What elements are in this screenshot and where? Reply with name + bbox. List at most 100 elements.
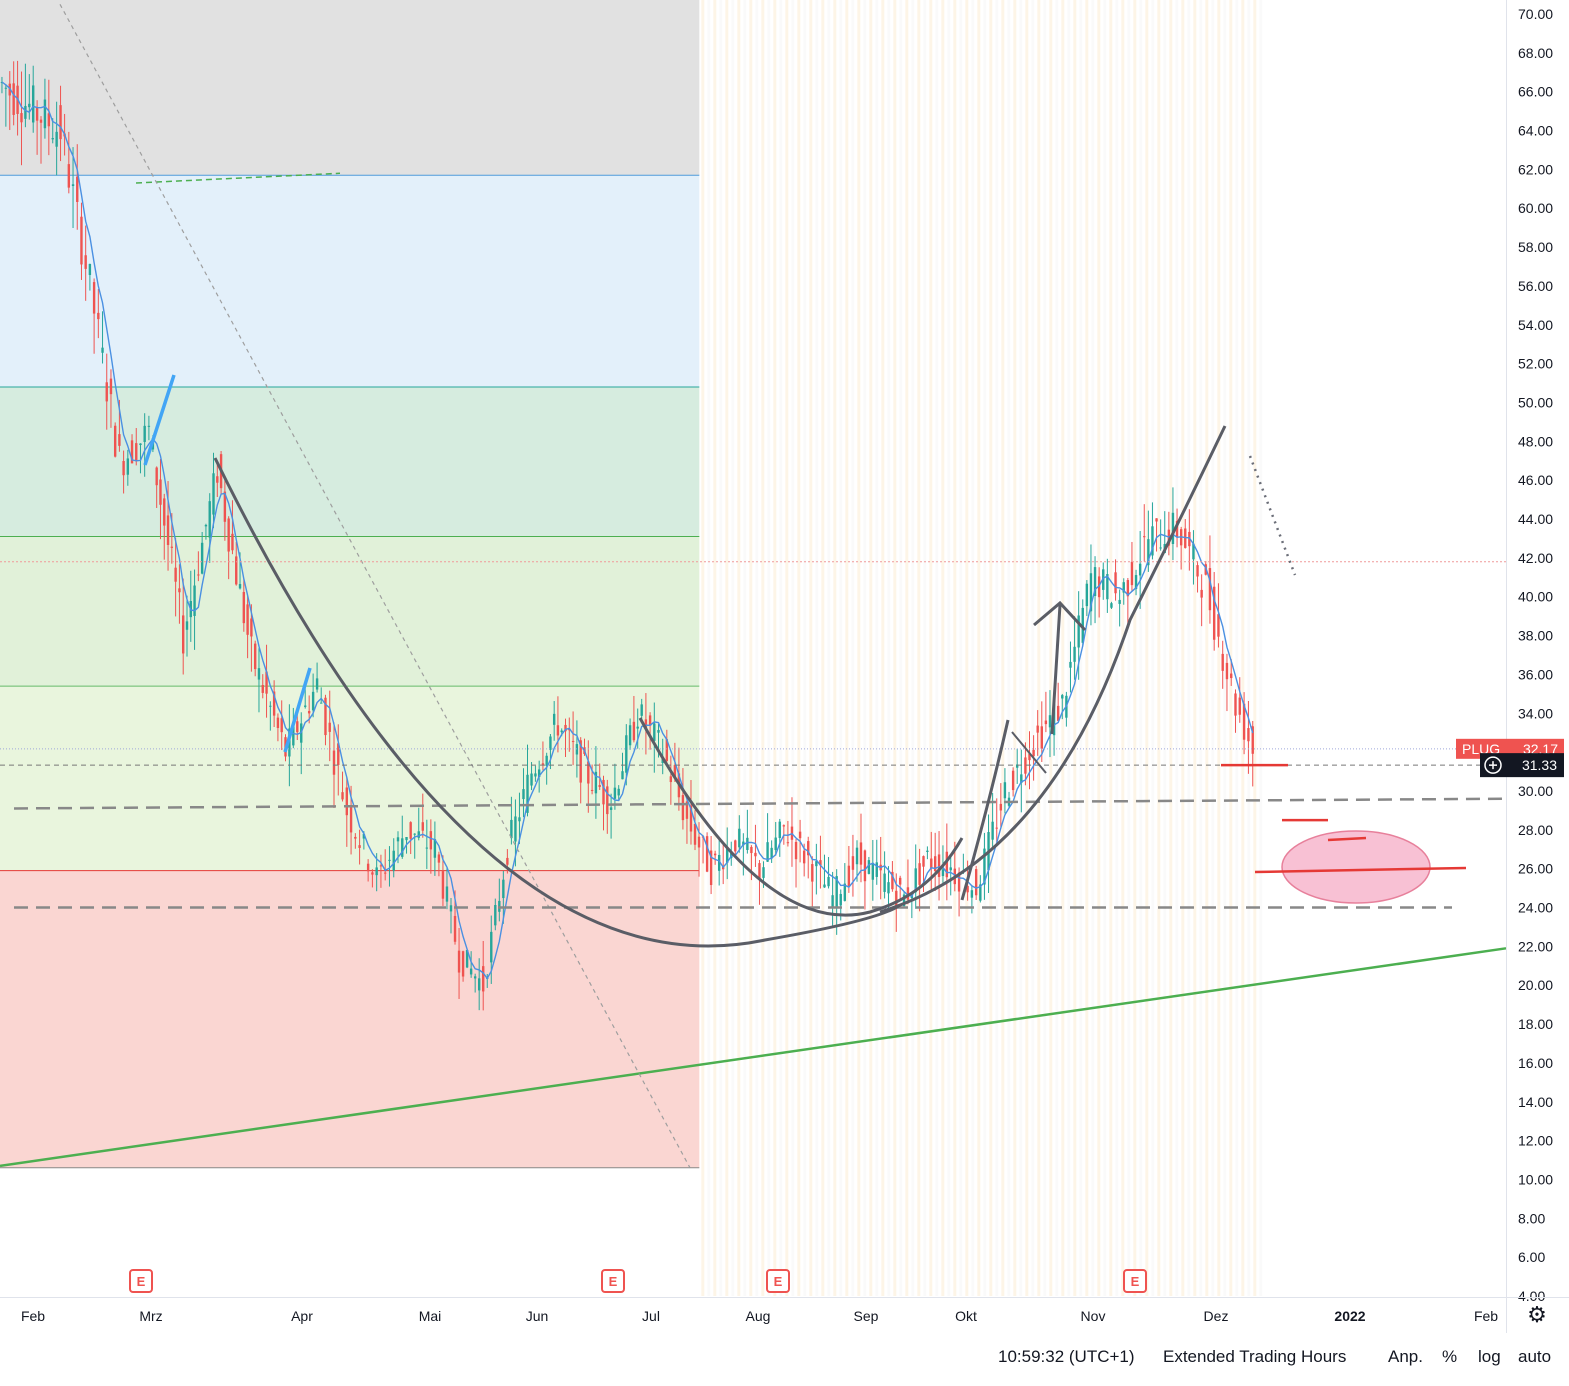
- earnings-marker[interactable]: E: [766, 1269, 790, 1293]
- candle-body: [24, 105, 27, 119]
- candle-body: [606, 786, 609, 815]
- y-axis-tick-label: 50.00: [1518, 394, 1553, 410]
- candle-body: [726, 847, 729, 863]
- candle-body: [362, 833, 366, 839]
- earnings-marker[interactable]: E: [129, 1269, 153, 1293]
- candle-body: [746, 837, 749, 850]
- percent-scale-toggle[interactable]: %: [1442, 1347, 1458, 1366]
- candle-body: [396, 837, 400, 842]
- candle-body: [109, 378, 113, 395]
- y-axis-tick-label: 20.00: [1518, 977, 1553, 993]
- candle-body: [88, 263, 92, 275]
- candle-body: [409, 822, 412, 839]
- candle-body: [717, 854, 721, 871]
- arrow-head: [1033, 600, 1087, 632]
- y-axis-tick-label: 30.00: [1518, 783, 1553, 799]
- candle-body: [371, 872, 374, 875]
- candle-body: [1032, 749, 1035, 757]
- session-stripe: [1025, 0, 1029, 1296]
- candle-body: [257, 668, 261, 680]
- session-stripe: [887, 0, 891, 1296]
- candle-body: [51, 138, 54, 140]
- rising-curve: [879, 425, 1227, 914]
- candle-body: [883, 873, 886, 892]
- support-dashed-line-upper: [13, 797, 1507, 810]
- earnings-marker-label: E: [1131, 1274, 1140, 1289]
- candle-body: [979, 884, 982, 901]
- candle-body: [587, 761, 590, 784]
- session-stripe: [959, 0, 963, 1296]
- cup-arc-small: [638, 717, 964, 917]
- candle-body: [644, 719, 648, 730]
- session-stripe: [971, 0, 975, 1296]
- candle-body: [405, 836, 408, 841]
- y-axis-tick-label: 64.00: [1518, 123, 1553, 139]
- candle-body: [1048, 715, 1052, 728]
- session-stripe: [701, 0, 705, 1296]
- candle-body: [250, 618, 253, 637]
- candle-body: [1130, 561, 1134, 586]
- candle-body: [1251, 726, 1254, 754]
- y-axis-tick-label: 48.00: [1518, 433, 1553, 449]
- candle-body: [750, 846, 753, 854]
- auto-scale-toggle[interactable]: auto: [1518, 1347, 1552, 1366]
- last-price-value: 32.17: [1523, 741, 1558, 757]
- candle-body: [413, 833, 416, 835]
- candle-body: [802, 850, 806, 864]
- candle-body: [786, 842, 790, 844]
- settings-gear-icon[interactable]: ⚙: [1527, 1302, 1547, 1327]
- candle-body: [401, 838, 404, 857]
- candle-body: [514, 816, 517, 842]
- session-stripe: [1031, 0, 1035, 1296]
- candle-body: [358, 845, 361, 848]
- red-level-line: [1254, 866, 1467, 874]
- adjust-toggle[interactable]: Anp.: [1388, 1347, 1423, 1366]
- candle-body: [1238, 697, 1241, 715]
- y-axis-tick-label: 40.00: [1518, 589, 1553, 605]
- candle-body: [568, 729, 571, 731]
- candle-body: [1056, 705, 1060, 721]
- candle-body: [831, 895, 834, 908]
- y-axis-tick-label: 6.00: [1518, 1249, 1545, 1265]
- candle-body: [170, 546, 174, 548]
- x-axis-tick-label: Sep: [854, 1308, 879, 1324]
- candle-body: [613, 787, 617, 799]
- clock-time[interactable]: 10:59:32 (UTC+1): [998, 1347, 1135, 1366]
- candle-body: [758, 863, 761, 879]
- earnings-marker[interactable]: E: [1123, 1269, 1147, 1293]
- candle-body: [80, 216, 83, 265]
- candle-body: [855, 847, 859, 865]
- session-stripe: [1175, 0, 1179, 1296]
- log-scale-toggle[interactable]: log: [1478, 1347, 1501, 1366]
- x-axis-tick-label: Mrz: [139, 1308, 162, 1324]
- candle-body: [734, 840, 737, 852]
- candle-body: [1016, 764, 1019, 768]
- candle-body: [208, 501, 211, 538]
- candle-body: [835, 876, 838, 909]
- candle-body: [155, 467, 158, 486]
- candle-body: [871, 862, 875, 880]
- candle-body: [126, 458, 130, 475]
- extended-hours-toggle[interactable]: Extended Trading Hours: [1163, 1347, 1347, 1366]
- earnings-marker[interactable]: E: [601, 1269, 625, 1293]
- candle-body: [384, 872, 387, 874]
- candle-body: [999, 803, 1003, 811]
- crosshair-plus-icon: [1484, 756, 1502, 774]
- y-axis-tick-label: 4.00: [1518, 1288, 1545, 1304]
- candle-body: [594, 771, 598, 794]
- session-stripe: [1205, 0, 1209, 1296]
- candle-body: [843, 883, 847, 901]
- y-axis-tick-label: 52.00: [1518, 356, 1553, 372]
- candle-body: [628, 725, 632, 746]
- candle-body: [469, 968, 473, 975]
- candle-body: [1134, 575, 1138, 589]
- candle-body: [949, 867, 952, 871]
- candle-body: [815, 861, 818, 867]
- session-stripe: [761, 0, 765, 1296]
- candle-body: [433, 839, 437, 858]
- green-dashed-line: [135, 172, 341, 184]
- y-axis-tick-label: 24.00: [1518, 900, 1553, 916]
- candle-body: [105, 382, 108, 402]
